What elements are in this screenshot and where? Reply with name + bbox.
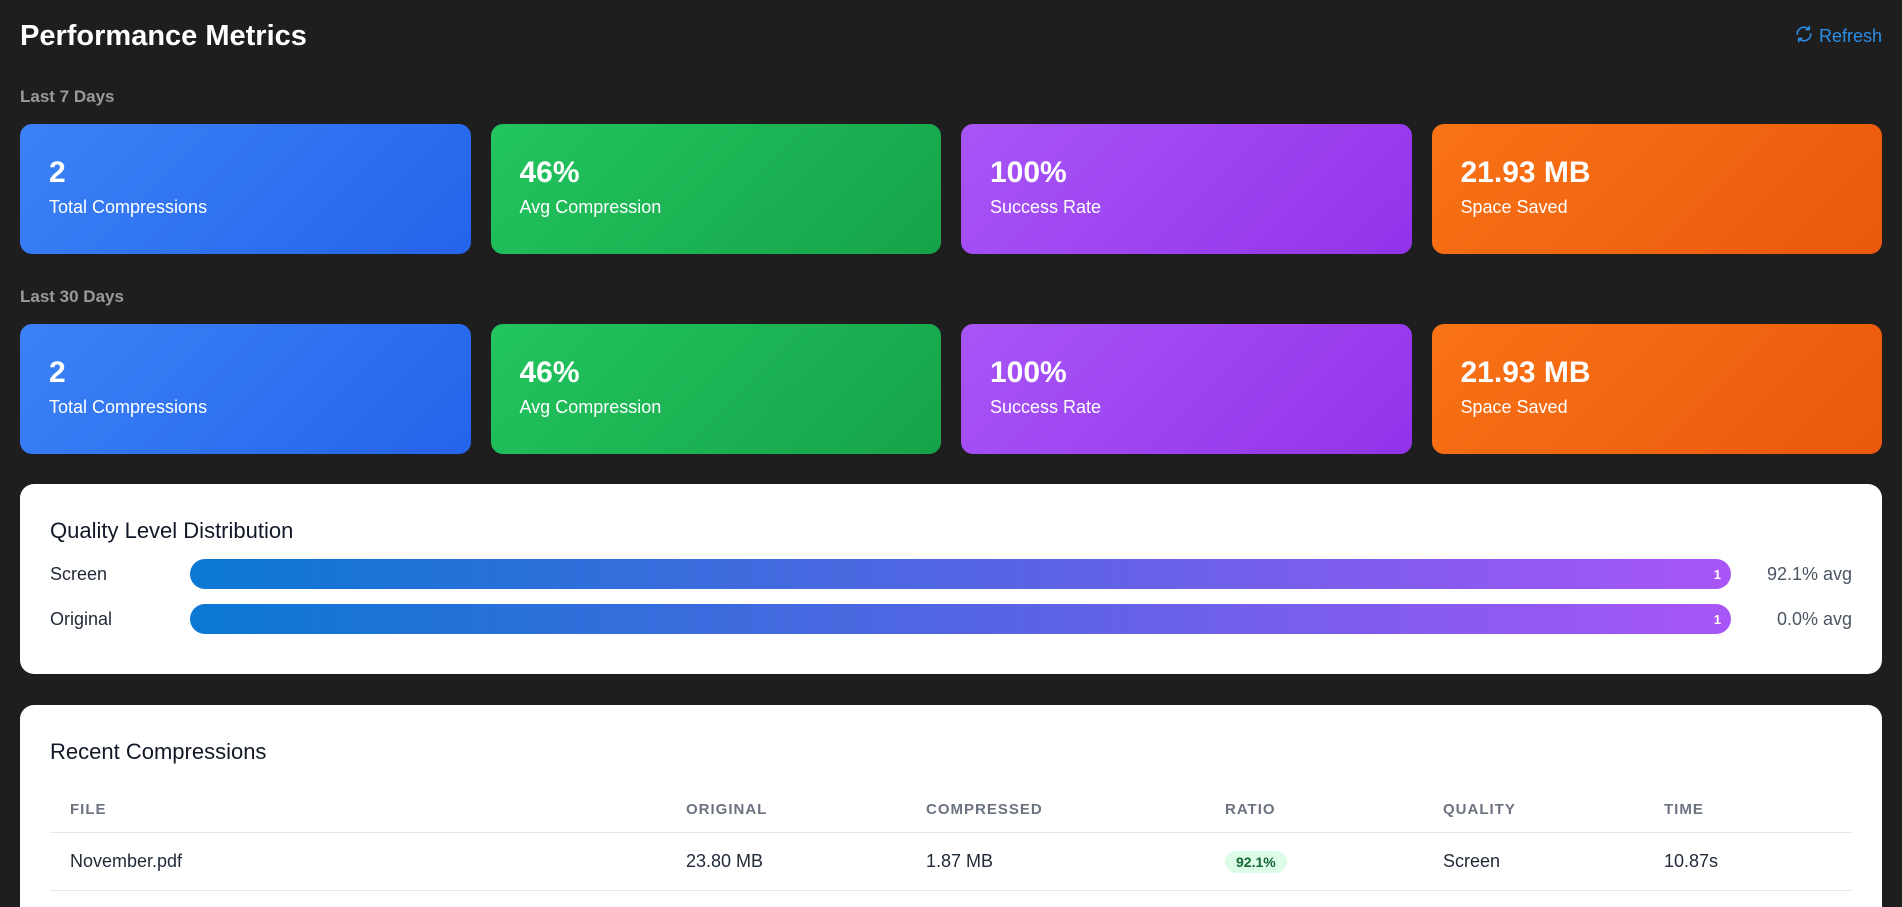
- recent-compressions-title: Recent Compressions: [50, 739, 267, 764]
- stat-card-avg-compression: 46% Avg Compression: [490, 124, 941, 254]
- stat-value: 21.93 MB: [1460, 356, 1591, 389]
- stat-label: Total Compressions: [49, 397, 208, 417]
- stat-label: Avg Compression: [519, 397, 662, 417]
- page-header: Performance Metrics Refresh: [20, 16, 1882, 56]
- period-label-7-days: Last 7 Days: [20, 87, 115, 106]
- distribution-bar-track: 1: [190, 604, 1731, 634]
- period-label-30-days: Last 30 Days: [20, 287, 124, 306]
- distribution-row-original: Original 1 0.0% avg: [50, 604, 1852, 634]
- stat-card-total-compressions: 2 Total Compressions: [20, 324, 471, 454]
- stat-label: Success Rate: [990, 397, 1102, 417]
- stat-value: 2: [49, 156, 66, 189]
- cell-file: November.pdf: [70, 851, 183, 871]
- stat-card-success-rate: 100% Success Rate: [961, 124, 1412, 254]
- table-row[interactable]: November.pdf 23.80 MB 1.87 MB 92.1% Scre…: [50, 833, 1852, 891]
- table-header: FILE ORIGINAL COMPRESSED RATIO QUALITY T…: [50, 787, 1852, 833]
- distribution-row-label: Original: [50, 608, 113, 629]
- recent-compressions-panel: Recent Compressions FILE ORIGINAL COMPRE…: [20, 705, 1882, 907]
- ratio-badge: 92.1%: [1225, 850, 1287, 873]
- page-title: Performance Metrics: [20, 19, 307, 52]
- refresh-icon: [1795, 25, 1813, 48]
- quality-distribution-panel: Quality Level Distribution Screen 1 92.1…: [20, 484, 1882, 674]
- refresh-button[interactable]: Refresh: [1795, 25, 1882, 48]
- stat-card-avg-compression: 46% Avg Compression: [490, 324, 941, 454]
- column-header-original: ORIGINAL: [686, 801, 768, 818]
- quality-distribution-title: Quality Level Distribution: [50, 518, 294, 543]
- distribution-count: 1: [1713, 611, 1721, 627]
- stat-value: 100%: [990, 156, 1067, 189]
- stat-value: 46%: [519, 356, 580, 389]
- column-header-file: FILE: [70, 801, 107, 818]
- stat-label: Space Saved: [1460, 397, 1568, 417]
- distribution-bar: 1: [190, 604, 1731, 634]
- cell-ratio: 92.1%: [1225, 850, 1443, 873]
- distribution-avg: 0.0% avg: [1776, 608, 1852, 629]
- stats-cards-30-days: 2 Total Compressions 46% Avg Compression…: [20, 324, 1882, 454]
- distribution-row-screen: Screen 1 92.1% avg: [50, 559, 1852, 589]
- distribution-count: 1: [1713, 566, 1721, 582]
- stat-label: Avg Compression: [519, 197, 662, 217]
- stats-cards-7-days: 2 Total Compressions 46% Avg Compression…: [20, 124, 1882, 254]
- distribution-bar: 1: [190, 559, 1731, 589]
- recent-compressions-table: FILE ORIGINAL COMPRESSED RATIO QUALITY T…: [50, 787, 1852, 891]
- cell-time: 10.87s: [1664, 851, 1719, 871]
- column-header-time: TIME: [1664, 801, 1704, 818]
- stat-value: 2: [49, 356, 66, 389]
- distribution-bar-track: 1: [190, 559, 1731, 589]
- refresh-label: Refresh: [1818, 25, 1882, 46]
- stat-card-total-compressions: 2 Total Compressions: [20, 124, 471, 254]
- distribution-row-label: Screen: [50, 563, 108, 584]
- stat-card-space-saved: 21.93 MB Space Saved: [1431, 124, 1882, 254]
- distribution-avg: 92.1% avg: [1766, 563, 1852, 584]
- cell-quality: Screen: [1443, 851, 1501, 871]
- column-header-ratio: RATIO: [1225, 801, 1276, 818]
- column-header-compressed: COMPRESSED: [926, 801, 1043, 818]
- stat-value: 21.93 MB: [1460, 156, 1591, 189]
- stat-label: Space Saved: [1460, 197, 1568, 217]
- cell-compressed: 1.87 MB: [926, 851, 994, 871]
- stat-card-success-rate: 100% Success Rate: [961, 324, 1412, 454]
- stat-card-space-saved: 21.93 MB Space Saved: [1431, 324, 1882, 454]
- cell-original: 23.80 MB: [686, 851, 764, 871]
- stat-value: 46%: [519, 156, 580, 189]
- stat-value: 100%: [990, 356, 1067, 389]
- stat-label: Success Rate: [990, 197, 1102, 217]
- column-header-quality: QUALITY: [1443, 801, 1516, 818]
- stat-label: Total Compressions: [49, 197, 208, 217]
